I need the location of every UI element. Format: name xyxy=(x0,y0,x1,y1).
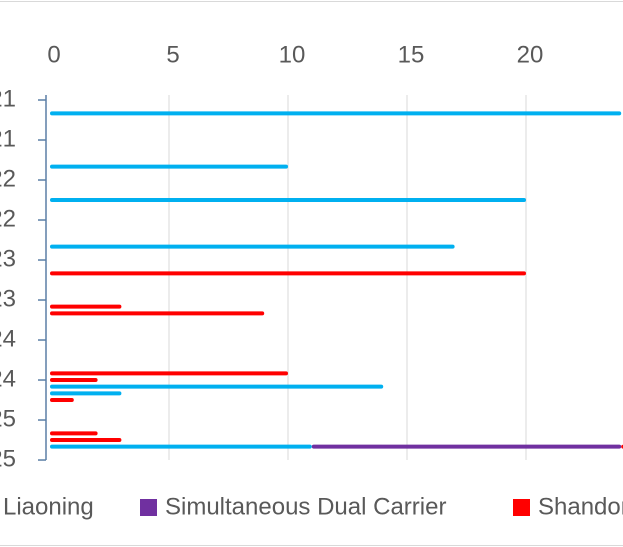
bar xyxy=(50,391,122,396)
x-tick-label: 20 xyxy=(517,41,544,68)
y-tick-label: 21 xyxy=(0,125,16,152)
y-tick-label: 21 xyxy=(0,85,16,112)
bar xyxy=(50,304,122,309)
bar xyxy=(50,271,526,276)
bar xyxy=(50,398,74,403)
y-tick-label: 25 xyxy=(0,445,16,472)
bar xyxy=(50,111,622,116)
x-tick-label: 5 xyxy=(166,41,179,68)
y-tick-label: 24 xyxy=(0,325,16,352)
y-tick-label: 24 xyxy=(0,365,16,392)
bar xyxy=(311,444,622,449)
y-tick-label: 22 xyxy=(0,205,16,232)
bar xyxy=(50,311,265,316)
x-tick-label: 0 xyxy=(47,41,60,68)
bar xyxy=(50,431,98,436)
x-tick-label: 10 xyxy=(279,41,306,68)
legend-swatch xyxy=(513,499,530,516)
bar xyxy=(50,198,526,203)
legend-swatch xyxy=(140,499,157,516)
y-tick-label: 23 xyxy=(0,245,16,272)
bar xyxy=(50,164,288,169)
legend-label: Liaoning xyxy=(3,493,94,520)
x-tick-label: 15 xyxy=(398,41,425,68)
y-tick-label: 25 xyxy=(0,405,16,432)
bar xyxy=(50,438,122,443)
bar xyxy=(50,371,288,376)
legend-label: Simultaneous Dual Carrier xyxy=(165,493,446,520)
bar xyxy=(50,384,384,389)
bar xyxy=(50,378,98,383)
y-tick-label: 23 xyxy=(0,285,16,312)
bar xyxy=(50,244,455,249)
legend-label: Shandong xyxy=(538,493,623,520)
y-tick-label: 22 xyxy=(0,165,16,192)
bar xyxy=(50,444,312,449)
